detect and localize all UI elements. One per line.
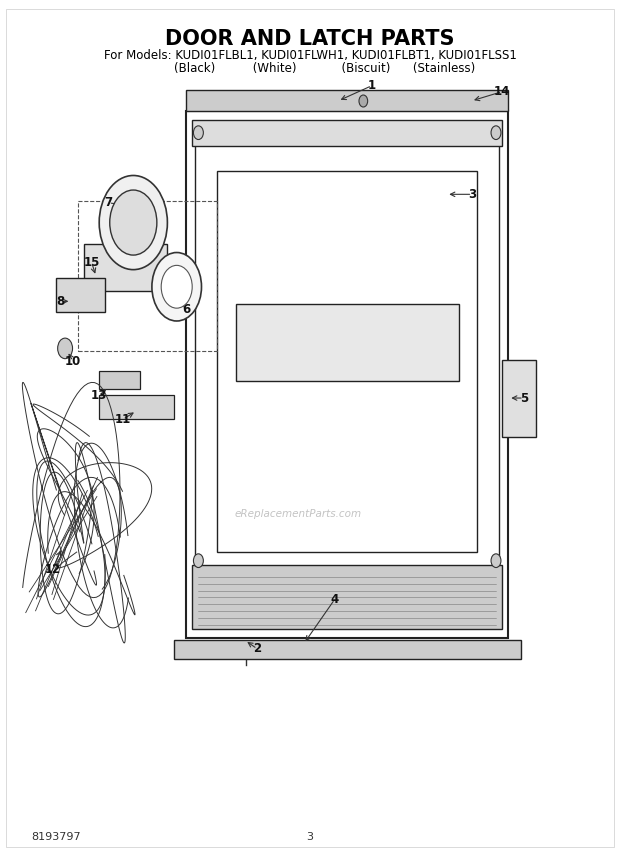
Text: 10: 10 xyxy=(65,354,81,368)
Text: 4: 4 xyxy=(330,592,339,606)
Text: 3: 3 xyxy=(306,832,314,842)
Text: 1: 1 xyxy=(368,79,376,92)
Text: 8193797: 8193797 xyxy=(31,832,81,842)
Bar xyxy=(186,90,508,111)
Circle shape xyxy=(359,95,368,107)
Bar xyxy=(502,360,536,437)
Text: 6: 6 xyxy=(182,303,190,317)
Text: 11: 11 xyxy=(115,413,131,426)
Bar xyxy=(186,111,508,638)
Circle shape xyxy=(193,554,203,568)
Text: 14: 14 xyxy=(494,85,510,98)
Circle shape xyxy=(491,554,501,568)
Bar xyxy=(78,201,217,351)
Text: 5: 5 xyxy=(520,391,528,405)
Text: For Models: KUDI01FLBL1, KUDI01FLWH1, KUDI01FLBT1, KUDI01FLSS1: For Models: KUDI01FLBL1, KUDI01FLWH1, KU… xyxy=(104,49,516,62)
Bar xyxy=(217,171,477,552)
Bar xyxy=(174,640,521,659)
Bar xyxy=(56,278,105,312)
Bar xyxy=(84,244,167,291)
Bar xyxy=(192,565,502,629)
Text: 12: 12 xyxy=(45,562,61,576)
Circle shape xyxy=(161,265,192,308)
Bar xyxy=(239,644,254,654)
Circle shape xyxy=(491,126,501,140)
Text: 2: 2 xyxy=(253,642,262,656)
Text: 7: 7 xyxy=(104,196,113,210)
Bar xyxy=(99,371,140,389)
Bar xyxy=(195,124,499,625)
Text: 8: 8 xyxy=(56,294,65,308)
Circle shape xyxy=(152,253,202,321)
Bar xyxy=(236,304,459,381)
Circle shape xyxy=(193,126,203,140)
Circle shape xyxy=(99,175,167,270)
Bar xyxy=(99,395,174,419)
Text: 13: 13 xyxy=(91,389,107,402)
Text: eReplacementParts.com: eReplacementParts.com xyxy=(234,508,361,519)
Bar xyxy=(192,120,502,146)
Text: 3: 3 xyxy=(468,187,477,201)
Circle shape xyxy=(58,338,73,359)
Circle shape xyxy=(110,190,157,255)
Text: (Black)          (White)            (Biscuit)      (Stainless): (Black) (White) (Biscuit) (Stainless) xyxy=(144,62,476,75)
Text: DOOR AND LATCH PARTS: DOOR AND LATCH PARTS xyxy=(166,28,454,49)
Text: 15: 15 xyxy=(84,256,100,270)
